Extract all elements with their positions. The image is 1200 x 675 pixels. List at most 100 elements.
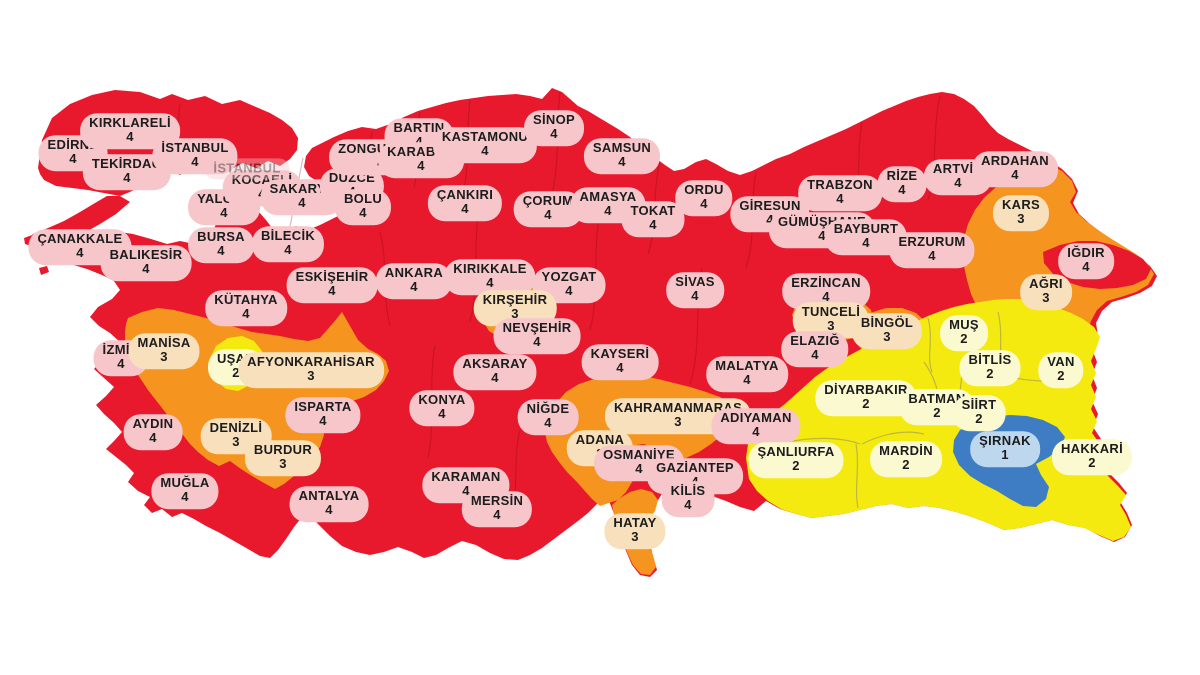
- province-risk-value: 4: [417, 158, 425, 174]
- province-name: BİNGÖL: [860, 315, 914, 331]
- province-label-rize: RİZE 4: [877, 166, 927, 202]
- province-name: MUĞLA: [160, 475, 210, 491]
- province-name: KONYA: [418, 392, 466, 408]
- province-risk-value: 4: [616, 360, 624, 376]
- province-name: MUŞ: [949, 317, 979, 333]
- province-name: BURSA: [197, 229, 245, 245]
- province-risk-value: 4: [604, 203, 612, 219]
- province-label-sanliurfa: ŞANLIURFA 2: [748, 442, 844, 478]
- province-name: ANKARA: [384, 265, 444, 281]
- province-label-kutahya: KÜTAHYA 4: [205, 290, 287, 326]
- province-name: YOZGAT: [541, 269, 597, 285]
- province-label-elazig: ELAZIĞ 4: [781, 331, 849, 367]
- province-risk-value: 4: [954, 175, 962, 191]
- province-label-afyonkarahisar: AFYONKARAHİSAR 3: [238, 352, 384, 388]
- province-risk-value: 2: [232, 365, 240, 381]
- province-name: TRABZON: [807, 177, 873, 193]
- province-label-isparta: ISPARTA 4: [285, 397, 361, 433]
- province-risk-value: 4: [898, 182, 906, 198]
- province-risk-value: 4: [181, 489, 189, 505]
- island: [39, 266, 49, 275]
- province-label-sivas: SİVAS 4: [666, 272, 724, 308]
- province-name: GİRESUN: [739, 198, 801, 214]
- province-name: OSMANİYE: [603, 447, 675, 463]
- province-risk-value: 3: [232, 434, 240, 450]
- province-name: ŞIRNAK: [979, 433, 1031, 449]
- province-risk-value: 2: [933, 405, 941, 421]
- province-label-bayburt: BAYBURT 4: [824, 219, 908, 255]
- province-label-cankiri: ÇANKIRI 4: [427, 185, 503, 221]
- province-risk-value: 4: [691, 288, 699, 304]
- province-risk-value: 4: [486, 275, 494, 291]
- province-name: RİZE: [886, 168, 918, 184]
- province-label-igdir: IĞDIR 4: [1058, 243, 1114, 279]
- province-risk-value: 4: [635, 461, 643, 477]
- province-risk-value: 4: [743, 372, 751, 388]
- province-name: KARS: [1001, 197, 1041, 213]
- province-risk-value: 4: [461, 201, 469, 217]
- province-risk-value: 4: [438, 406, 446, 422]
- province-label-burdur: BURDUR 3: [244, 440, 322, 476]
- province-risk-value: 4: [298, 195, 306, 211]
- province-name: TUNCELİ: [801, 304, 861, 320]
- province-label-trabzon: TRABZON 4: [798, 175, 882, 211]
- province-name: BURDUR: [253, 442, 313, 458]
- province-name: ESKİŞEHİR: [295, 269, 369, 285]
- province-name: ŞANLIURFA: [757, 444, 835, 460]
- province-name: KÜTAHYA: [214, 292, 278, 308]
- province-risk-value: 4: [69, 151, 77, 167]
- province-name: IĞDIR: [1067, 245, 1105, 261]
- province-name: AKSARAY: [462, 356, 528, 372]
- province-label-hakkari: HAKKARİ 2: [1051, 439, 1133, 475]
- province-label-eskisehir: ESKİŞEHİR 4: [286, 267, 378, 303]
- province-label-antalya: ANTALYA 4: [289, 486, 369, 522]
- province-name: KAYSERİ: [590, 346, 650, 362]
- province-risk-value: 4: [191, 154, 199, 170]
- province-label-bolu: BOLU 4: [334, 189, 392, 225]
- province-name: BOLU: [343, 191, 383, 207]
- province-name: BİLECİK: [260, 228, 316, 244]
- province-name: SİİRT: [961, 397, 997, 413]
- province-risk-value: 4: [325, 502, 333, 518]
- province-name: KİLİS: [670, 483, 706, 499]
- province-risk-value: 4: [328, 283, 336, 299]
- province-name: ARDAHAN: [981, 153, 1049, 169]
- province-name: İSTANBUL: [161, 140, 229, 156]
- ghost-label-istanbul: İSTANBUL: [204, 158, 290, 180]
- province-risk-value: 4: [684, 497, 692, 513]
- province-name: ANTALYA: [298, 488, 360, 504]
- province-label-sinop: SİNOP 4: [524, 110, 584, 146]
- province-name: ERZİNCAN: [791, 275, 861, 291]
- province-risk-value: 4: [811, 347, 819, 363]
- province-name: BATMAN: [908, 391, 966, 407]
- province-label-manisa: MANİSA 3: [128, 333, 200, 369]
- province-risk-value: 4: [752, 424, 760, 440]
- province-name: BAYBURT: [833, 221, 899, 237]
- province-label-kilis: KİLİS 4: [661, 481, 715, 517]
- province-risk-value: 2: [960, 331, 968, 347]
- province-risk-value: 3: [160, 349, 168, 365]
- province-label-kars: KARS 3: [992, 195, 1050, 231]
- province-risk-value: 4: [818, 228, 826, 244]
- province-label-kirikkale: KIRIKKALE 4: [444, 259, 536, 295]
- province-risk-value: 2: [792, 458, 800, 474]
- province-label-agri: AĞRI 3: [1020, 274, 1072, 310]
- province-name: MALATYA: [715, 358, 779, 374]
- province-risk-value: 4: [533, 334, 541, 350]
- province-name: TOKAT: [630, 203, 676, 219]
- province-name: HAKKARİ: [1060, 441, 1124, 457]
- province-risk-value: 4: [544, 415, 552, 431]
- province-label-nevsehir: NEVŞEHİR 4: [493, 318, 581, 354]
- province-risk-value: 3: [307, 368, 315, 384]
- province-risk-value: 4: [359, 205, 367, 221]
- province-risk-value: 2: [1057, 368, 1065, 384]
- province-label-mugla: MUĞLA 4: [151, 473, 219, 509]
- province-risk-value: 4: [149, 430, 157, 446]
- province-risk-value: 4: [217, 243, 225, 259]
- province-label-bingol: BİNGÖL 3: [851, 313, 923, 349]
- province-name: NEVŞEHİR: [502, 320, 572, 336]
- province-risk-value: 3: [511, 306, 519, 322]
- province-label-hatay: HATAY 3: [604, 513, 666, 549]
- province-name: ÇANAKKALE: [37, 231, 123, 247]
